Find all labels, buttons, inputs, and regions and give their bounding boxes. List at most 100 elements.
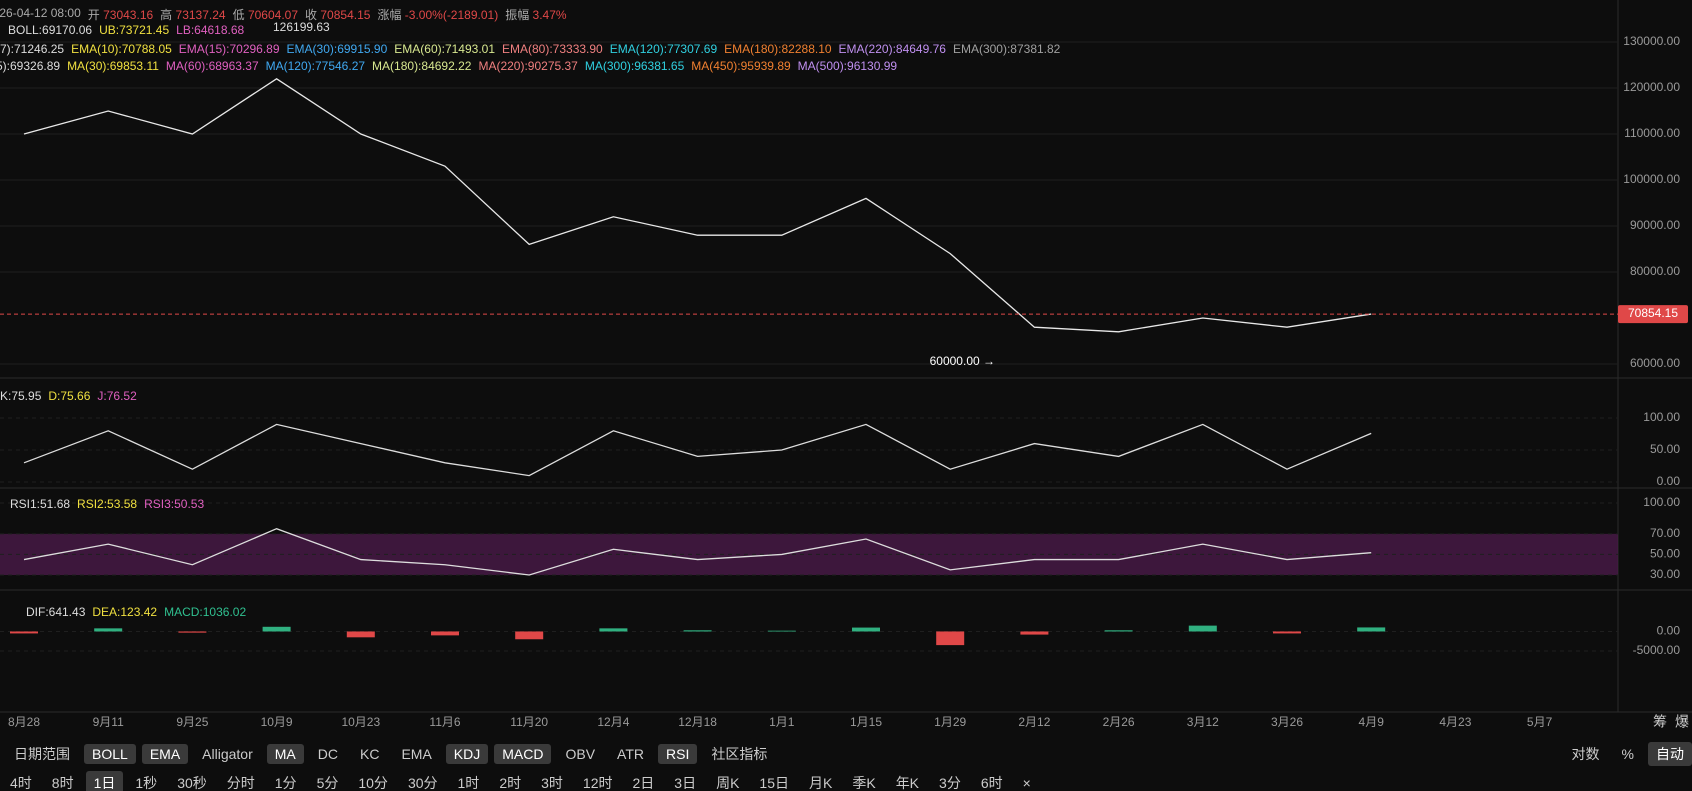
x-tick-label: 1月29 [934, 715, 966, 729]
legend-item: EMA(120):77307.69 [610, 42, 717, 56]
macd-bar [263, 627, 291, 632]
toolbar-button[interactable]: 6时 [973, 771, 1011, 791]
x-tick-label: 11月20 [510, 715, 548, 729]
x-tick-label: 8月28 [8, 715, 40, 729]
macd-bar [852, 628, 880, 632]
toolbar-button[interactable]: 季K [844, 771, 883, 791]
legend-item: MA(30):69853.11 [67, 59, 159, 73]
toolbar-button[interactable]: 月K [801, 771, 840, 791]
toolbar-button[interactable]: 社区指标 [703, 742, 775, 766]
legend-item: RSI2:53.58 [77, 497, 137, 511]
macd-bar [347, 631, 375, 637]
toolbar-button[interactable]: 1日 [86, 771, 124, 791]
x-tick-label: 3月26 [1271, 715, 1303, 729]
toolbar-button[interactable]: 3分 [931, 771, 969, 791]
legend-item: RSI1:51.68 [10, 497, 70, 511]
toolbar-button[interactable]: 周K [708, 771, 747, 791]
x-tick-label: 2月26 [1103, 715, 1135, 729]
x-tick-label: 3月12 [1187, 715, 1219, 729]
toolbar-button[interactable]: 3日 [666, 771, 704, 791]
toolbar-button[interactable]: 1分 [267, 771, 305, 791]
x-tick-label: 5月7 [1527, 715, 1553, 729]
macd-bar [768, 631, 796, 632]
ohlc-label: 收 [305, 8, 317, 22]
toolbar-button[interactable]: OBV [557, 744, 603, 764]
legend-item: MA(220):90275.37 [478, 59, 577, 73]
toolbar-button[interactable]: 2日 [624, 771, 662, 791]
series-line [24, 79, 1371, 332]
toolbar-button[interactable]: % [1614, 744, 1642, 764]
toolbar-button[interactable]: 4时 [2, 771, 40, 791]
legend-item: DEA:123.42 [92, 605, 157, 619]
x-tick-label: 4月9 [1359, 715, 1385, 729]
x-tick-label: 12月4 [597, 715, 629, 729]
toolbar-button[interactable]: 30分 [400, 771, 446, 791]
toolbar-button[interactable]: Alligator [194, 744, 261, 764]
legend-item: RSI3:50.53 [144, 497, 204, 511]
toolbar-button[interactable]: 8时 [44, 771, 82, 791]
y-tick-label: 30.00 [1650, 567, 1680, 581]
toolbar-button[interactable]: 30秒 [169, 771, 215, 791]
y-tick-label: 100.00 [1643, 410, 1680, 424]
y-tick-label: 60000.00 [1630, 356, 1680, 370]
toolbar-button[interactable]: 15日 [751, 771, 797, 791]
legend-item: 5):69326.89 [0, 59, 60, 73]
toolbar-button[interactable]: 12时 [575, 771, 621, 791]
ohlc-field: 高 73137.24 [160, 6, 225, 23]
toolbar-button[interactable]: 分时 [219, 771, 263, 791]
ohlc-field: 涨幅 -3.00%(-2189.01) [377, 6, 498, 23]
y-tick-label: 100.00 [1643, 495, 1680, 509]
ohlc-label: 高 [160, 8, 172, 22]
toolbar-button[interactable]: BOLL [84, 744, 136, 764]
toolbar-button[interactable]: 自动 [1648, 742, 1692, 766]
side-icon: 爆 [1675, 714, 1689, 730]
ohlc-field: 低 70604.07 [233, 6, 298, 23]
ohlc-field: 振幅 3.47% [505, 6, 566, 23]
legend-item: MA(450):95939.89 [691, 59, 790, 73]
kdj-legend: K:75.95D:75.66J:76.52 [0, 389, 137, 403]
toolbar-button[interactable]: MA [267, 744, 304, 764]
ohlc-value: 3.47% [533, 8, 567, 22]
x-tick-label: 1月1 [769, 715, 795, 729]
toolbar-button[interactable]: 1秒 [127, 771, 165, 791]
ohlc-label: 低 [233, 8, 245, 22]
macd-bar [684, 630, 712, 631]
macd-bar [1020, 631, 1048, 634]
legend-item: K:75.95 [0, 389, 41, 403]
macd-bar [1189, 626, 1217, 632]
ohlc-field: 开 73043.16 [88, 6, 153, 23]
toolbar-button[interactable]: 3时 [533, 771, 571, 791]
toolbar-button[interactable]: KC [352, 744, 387, 764]
toolbar-button[interactable]: 1时 [450, 771, 488, 791]
legend-item: EMA(60):71493.01 [394, 42, 495, 56]
toolbar-button[interactable]: EMA [142, 744, 188, 764]
legend-item: MACD:1036.02 [164, 605, 246, 619]
toolbar-button[interactable]: 对数 [1564, 742, 1608, 766]
toolbar-button[interactable]: KDJ [446, 744, 488, 764]
legend-item: MA(120):77546.27 [266, 59, 365, 73]
ohlc-label: 开 [88, 8, 100, 22]
toolbar-button[interactable]: MACD [494, 744, 551, 764]
toolbar-button[interactable]: 日期范围 [6, 742, 78, 766]
legend-item: MA(60):68963.37 [166, 59, 259, 73]
legend-item: MA(300):96381.65 [585, 59, 684, 73]
toolbar-button[interactable]: 2时 [491, 771, 529, 791]
toolbar-button[interactable]: EMA [393, 744, 439, 764]
toolbar-button[interactable]: RSI [658, 744, 697, 764]
toolbar-button[interactable]: DC [310, 744, 346, 764]
toolbar-button[interactable]: 10分 [350, 771, 396, 791]
macd-bar [1357, 627, 1385, 631]
legend-item: MA(180):84692.22 [372, 59, 471, 73]
side-icon: 筹 [1653, 714, 1667, 730]
toolbar-button[interactable]: × [1015, 773, 1039, 791]
toolbar-button[interactable]: 年K [888, 771, 927, 791]
legend-item: EMA(15):70296.89 [179, 42, 280, 56]
x-tick-label: 2月12 [1018, 715, 1050, 729]
ohlc-value: -3.00%(-2189.01) [405, 8, 498, 22]
legend-item: EMA(180):82288.10 [724, 42, 831, 56]
toolbar-button[interactable]: ATR [609, 744, 652, 764]
toolbar-button[interactable]: 5分 [309, 771, 347, 791]
x-tick-label: 10月9 [261, 715, 293, 729]
